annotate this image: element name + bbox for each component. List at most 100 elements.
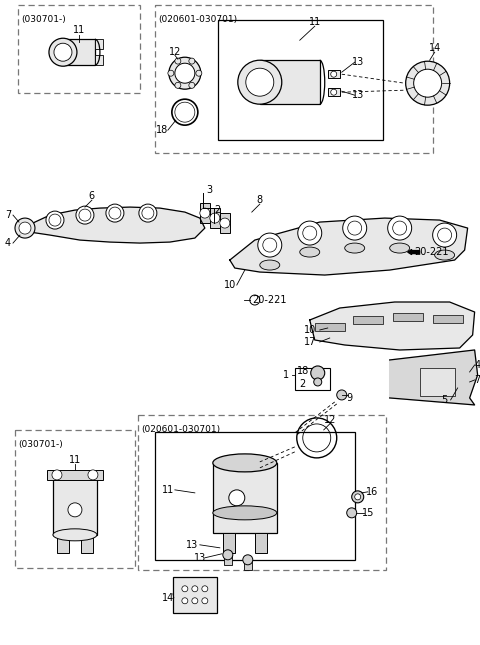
Circle shape	[189, 58, 195, 64]
Bar	[155, 5, 432, 153]
Bar	[353, 316, 383, 324]
Text: (030701-): (030701-)	[18, 440, 63, 449]
Circle shape	[337, 390, 347, 400]
Bar	[432, 315, 463, 323]
Ellipse shape	[345, 243, 365, 253]
Text: 9: 9	[347, 393, 353, 403]
Bar	[315, 323, 345, 331]
Text: 7: 7	[5, 210, 11, 220]
Text: 13: 13	[186, 540, 198, 550]
Circle shape	[200, 208, 210, 218]
Circle shape	[68, 503, 82, 517]
Bar	[200, 203, 210, 223]
Circle shape	[258, 233, 282, 257]
Text: 3: 3	[207, 185, 213, 195]
Text: 14: 14	[162, 593, 174, 603]
Circle shape	[49, 214, 61, 226]
Text: 1: 1	[283, 370, 289, 380]
Text: 17: 17	[303, 337, 316, 347]
Polygon shape	[310, 302, 475, 350]
Circle shape	[331, 89, 337, 95]
Ellipse shape	[390, 243, 409, 253]
Circle shape	[220, 218, 230, 228]
Circle shape	[54, 43, 72, 61]
Circle shape	[414, 69, 442, 97]
Circle shape	[388, 216, 412, 240]
Circle shape	[331, 71, 337, 77]
Ellipse shape	[53, 529, 97, 541]
Circle shape	[168, 70, 174, 76]
Bar	[173, 577, 217, 613]
Text: (020601-030701): (020601-030701)	[158, 15, 237, 25]
Text: 10: 10	[224, 280, 236, 290]
Circle shape	[352, 491, 364, 503]
Circle shape	[229, 490, 245, 506]
Circle shape	[202, 586, 208, 591]
Polygon shape	[230, 218, 468, 275]
Circle shape	[343, 216, 367, 240]
Text: 14: 14	[429, 43, 441, 54]
Text: 18: 18	[297, 366, 309, 376]
Circle shape	[182, 586, 188, 591]
Bar	[223, 533, 235, 553]
Text: (030701-): (030701-)	[21, 15, 66, 25]
Bar	[213, 463, 277, 533]
Text: 13: 13	[194, 553, 206, 563]
Circle shape	[347, 508, 357, 518]
Ellipse shape	[213, 506, 277, 520]
Bar	[295, 368, 330, 390]
Text: 4: 4	[5, 238, 11, 248]
Polygon shape	[390, 350, 478, 405]
Circle shape	[202, 598, 208, 604]
Circle shape	[223, 550, 233, 560]
Bar	[18, 5, 140, 93]
Circle shape	[243, 555, 253, 565]
Circle shape	[76, 206, 94, 224]
Circle shape	[432, 223, 456, 247]
Text: 11: 11	[73, 25, 85, 35]
Circle shape	[175, 58, 181, 64]
Circle shape	[210, 213, 220, 223]
Circle shape	[192, 598, 198, 604]
Bar	[95, 39, 103, 49]
Circle shape	[196, 70, 202, 76]
Circle shape	[106, 204, 124, 222]
Bar	[138, 415, 386, 570]
Bar	[420, 368, 455, 396]
Circle shape	[49, 38, 77, 66]
Circle shape	[142, 207, 154, 219]
Circle shape	[246, 68, 274, 96]
Circle shape	[355, 494, 360, 500]
Ellipse shape	[435, 250, 455, 260]
Circle shape	[52, 470, 62, 480]
Bar	[57, 535, 69, 553]
Circle shape	[15, 218, 35, 238]
Text: 20-221: 20-221	[414, 247, 449, 257]
Bar	[53, 475, 97, 535]
Bar	[224, 555, 232, 565]
Text: (020601-030701): (020601-030701)	[141, 425, 220, 434]
Circle shape	[192, 586, 198, 591]
Bar	[255, 533, 267, 553]
Circle shape	[139, 204, 157, 222]
Circle shape	[298, 221, 322, 245]
Circle shape	[314, 378, 322, 386]
Text: 13: 13	[351, 90, 364, 100]
Bar	[244, 560, 252, 570]
Text: 7: 7	[475, 375, 480, 385]
Bar	[210, 208, 220, 228]
Bar	[393, 313, 423, 321]
Bar	[155, 432, 355, 560]
Text: 13: 13	[351, 57, 364, 67]
Bar	[63, 39, 95, 65]
Text: 4: 4	[475, 360, 480, 370]
Circle shape	[46, 211, 64, 229]
Bar	[81, 535, 93, 553]
Bar	[220, 213, 230, 233]
Bar	[328, 70, 340, 78]
Circle shape	[79, 209, 91, 221]
Text: 15: 15	[361, 508, 374, 518]
Circle shape	[311, 366, 325, 380]
Text: 8: 8	[257, 195, 263, 205]
Text: 18: 18	[156, 125, 168, 135]
